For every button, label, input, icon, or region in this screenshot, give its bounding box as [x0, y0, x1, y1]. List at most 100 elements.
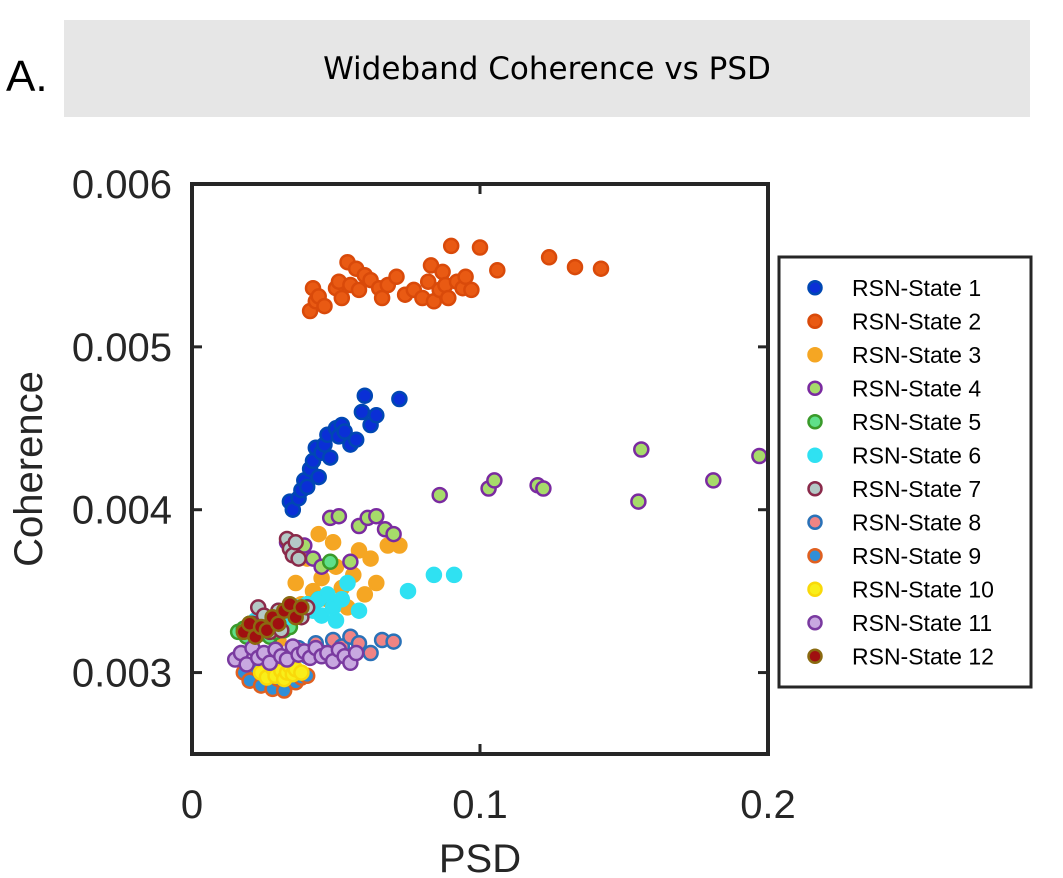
- data-point-state-2: [592, 260, 610, 277]
- data-point-state-12: [270, 615, 287, 632]
- data-point-state-2: [419, 273, 437, 290]
- data-point-state-2: [489, 262, 506, 279]
- data-point-state-1: [368, 407, 385, 424]
- data-point-state-5: [321, 553, 339, 571]
- data-point-state-2: [333, 289, 351, 307]
- data-point-state-6: [313, 607, 330, 624]
- data-point-state-2: [373, 289, 391, 307]
- legend-label: RSN-State 2: [852, 308, 981, 334]
- legend-marker: [807, 313, 823, 329]
- data-point-state-6: [425, 566, 443, 584]
- data-point-state-6: [319, 586, 336, 603]
- data-point-state-2: [566, 258, 584, 276]
- data-point-state-8: [385, 633, 402, 650]
- legend-marker: [807, 280, 823, 296]
- y-axis-label: Coherence: [7, 371, 51, 567]
- data-point-state-10: [293, 664, 310, 681]
- points-layer: [226, 237, 768, 699]
- data-point-state-2: [388, 268, 405, 286]
- x-tick-label: 0.2: [740, 783, 796, 827]
- data-point-state-1: [321, 449, 339, 466]
- legend-marker: [807, 380, 823, 396]
- panel-letter: A.: [6, 52, 48, 101]
- data-point-state-1: [391, 390, 408, 408]
- data-point-state-3: [368, 574, 385, 592]
- data-point-state-4: [368, 507, 385, 525]
- chart-title-bar: Wideband Coherence vs PSD: [64, 20, 1030, 117]
- data-point-state-2: [316, 297, 333, 315]
- legend-label: RSN-State 4: [852, 375, 981, 401]
- data-point-state-7: [287, 534, 304, 551]
- data-point-state-1: [298, 478, 316, 496]
- data-point-state-1: [310, 468, 327, 486]
- legend: RSN-State 1 RSN-State 2 RSN-State 3 RSN-Sta…: [777, 255, 1033, 689]
- legend-marker: [807, 514, 823, 530]
- data-point-state-4: [535, 480, 552, 497]
- y-tick-label: 0.004: [72, 489, 172, 533]
- data-point-state-2: [471, 239, 489, 256]
- data-point-state-4: [751, 447, 768, 465]
- y-tick-label: 0.003: [72, 652, 172, 696]
- data-point-state-3: [356, 586, 374, 603]
- data-point-state-4: [630, 493, 647, 510]
- legend-marker: [807, 615, 823, 631]
- legend-marker: [807, 447, 823, 463]
- legend-marker: [807, 581, 823, 597]
- x-tick-label: 0: [181, 783, 203, 827]
- data-point-state-4: [342, 553, 359, 571]
- legend-label: RSN-State 7: [852, 476, 981, 502]
- data-point-state-2: [434, 263, 451, 281]
- legend-label: RSN-State 8: [852, 509, 981, 535]
- data-point-state-7: [290, 550, 307, 567]
- legend-label: RSN-State 11: [852, 610, 992, 636]
- legend-label: RSN-State 12: [852, 643, 994, 669]
- y-tick-label: 0.005: [72, 326, 172, 370]
- legend-label: RSN-State 1: [852, 275, 981, 301]
- data-point-state-2: [463, 281, 480, 299]
- data-point-state-3: [310, 525, 327, 543]
- data-point-state-3: [362, 550, 379, 567]
- legend-box: [777, 255, 1033, 689]
- data-point-state-6: [339, 574, 356, 592]
- legend-label: RSN-State 5: [852, 409, 981, 435]
- data-point-state-2: [442, 237, 460, 255]
- legend-marker: [807, 481, 823, 497]
- data-point-state-12: [293, 599, 310, 616]
- data-point-state-3: [324, 534, 342, 551]
- data-point-state-4: [486, 472, 503, 489]
- data-point-state-1: [353, 403, 371, 421]
- legend-label: RSN-State 3: [852, 342, 981, 368]
- ticks-layer: 0 0.1 0.2 0.003 0.004 0.005 0.006: [72, 163, 796, 827]
- data-point-state-3: [350, 542, 368, 559]
- data-point-state-4: [385, 525, 402, 543]
- data-point-state-4: [431, 486, 448, 504]
- data-point-state-6: [350, 602, 368, 619]
- data-point-state-4: [633, 441, 650, 458]
- data-point-state-1: [356, 387, 374, 404]
- data-point-state-6: [445, 566, 463, 584]
- data-point-state-6: [333, 591, 351, 608]
- data-point-state-1: [347, 431, 365, 448]
- data-point-state-6: [327, 612, 345, 629]
- legend-marker: [807, 414, 823, 430]
- y-tick-label: 0.006: [72, 163, 172, 207]
- data-point-state-2: [440, 289, 457, 307]
- data-point-state-4: [330, 507, 348, 525]
- data-point-state-2: [540, 249, 558, 266]
- data-point-state-3: [287, 574, 304, 592]
- legend-marker: [807, 648, 823, 664]
- data-point-state-11: [347, 644, 365, 662]
- x-axis-label: PSD: [439, 837, 521, 878]
- legend-label: RSN-State 9: [852, 543, 981, 569]
- legend-marker: [807, 548, 823, 564]
- chart-title: Wideband Coherence vs PSD: [323, 50, 771, 87]
- x-tick-label: 0.1: [452, 783, 508, 827]
- data-point-state-6: [399, 582, 417, 600]
- data-point-state-8: [362, 644, 379, 662]
- legend-label: RSN-State 6: [852, 442, 981, 468]
- data-point-state-1: [336, 423, 353, 440]
- data-point-state-4: [705, 472, 722, 489]
- data-point-state-2: [457, 268, 474, 286]
- data-point-state-2: [350, 281, 368, 299]
